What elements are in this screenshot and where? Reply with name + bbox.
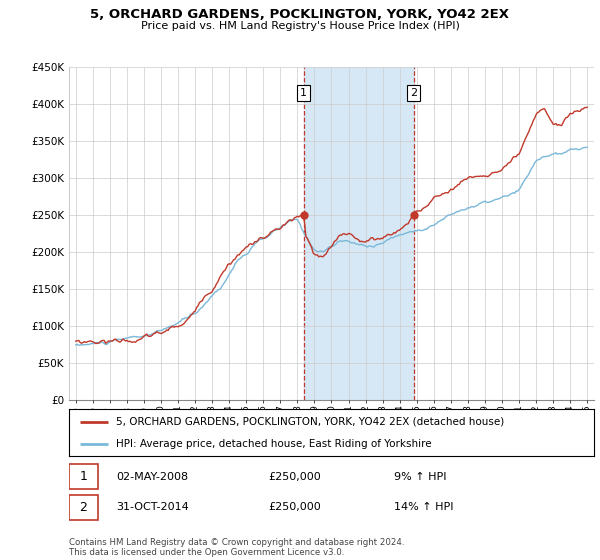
FancyBboxPatch shape xyxy=(69,464,98,489)
Text: 5, ORCHARD GARDENS, POCKLINGTON, YORK, YO42 2EX: 5, ORCHARD GARDENS, POCKLINGTON, YORK, Y… xyxy=(91,8,509,21)
Text: 1: 1 xyxy=(79,470,88,483)
Text: £250,000: £250,000 xyxy=(269,502,321,512)
Text: Contains HM Land Registry data © Crown copyright and database right 2024.
This d: Contains HM Land Registry data © Crown c… xyxy=(69,538,404,557)
FancyBboxPatch shape xyxy=(69,495,98,520)
Text: 1: 1 xyxy=(300,88,307,98)
Text: 5, ORCHARD GARDENS, POCKLINGTON, YORK, YO42 2EX (detached house): 5, ORCHARD GARDENS, POCKLINGTON, YORK, Y… xyxy=(116,417,505,427)
Text: 14% ↑ HPI: 14% ↑ HPI xyxy=(395,502,454,512)
Text: 2: 2 xyxy=(410,88,418,98)
Text: HPI: Average price, detached house, East Riding of Yorkshire: HPI: Average price, detached house, East… xyxy=(116,438,432,449)
Text: 9% ↑ HPI: 9% ↑ HPI xyxy=(395,472,447,482)
Text: Price paid vs. HM Land Registry's House Price Index (HPI): Price paid vs. HM Land Registry's House … xyxy=(140,21,460,31)
Bar xyxy=(304,67,414,400)
Text: 02-MAY-2008: 02-MAY-2008 xyxy=(116,472,188,482)
Text: £250,000: £250,000 xyxy=(269,472,321,482)
Text: 31-OCT-2014: 31-OCT-2014 xyxy=(116,502,189,512)
Text: 2: 2 xyxy=(79,501,88,514)
